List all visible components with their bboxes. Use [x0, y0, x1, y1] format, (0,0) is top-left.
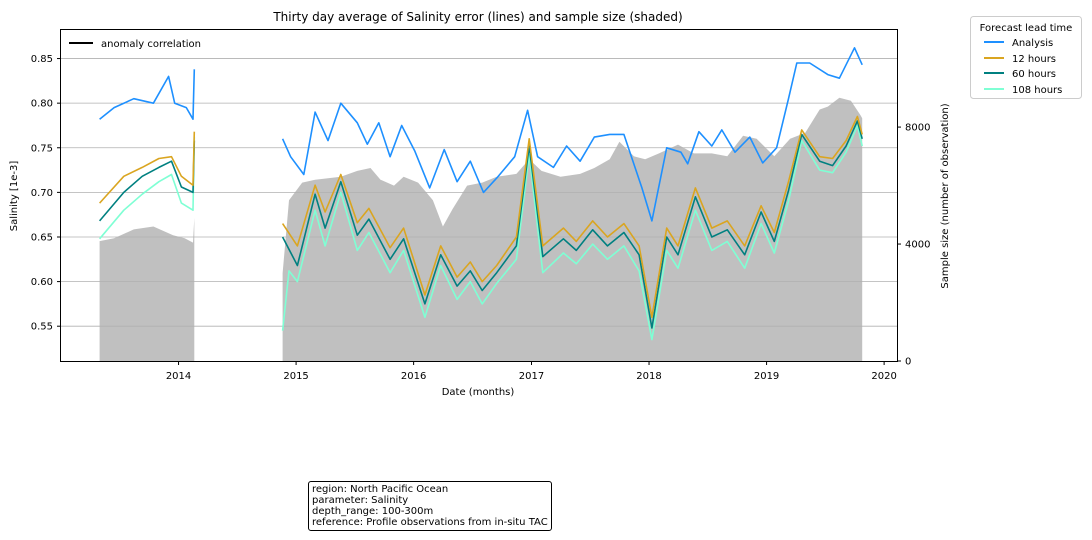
series-line-60-hours-1 [98, 140, 196, 222]
y-tick-label: 0.65 [31, 232, 53, 243]
plot-frame [60, 29, 898, 362]
info-depth-range: depth_range: 100-300m [312, 506, 434, 517]
x-tick-label: 2018 [636, 371, 661, 382]
x-axis-label: Date (months) [442, 387, 515, 398]
legend-anomaly-label: anomaly correlation [101, 39, 201, 50]
series-line-12-hours-1 [99, 131, 196, 204]
y-tick-label: 0.80 [31, 99, 53, 110]
y2-axis-label: Sample size (number of observation) [940, 103, 951, 288]
legend-title: Forecast lead time [980, 23, 1073, 34]
sample-size-area-1 [99, 217, 195, 361]
lead-time-legend: Forecast lead time Analysis 12 hours 60 … [970, 16, 1082, 99]
axes: 2014 2015 2016 2017 2018 2019 2020 0.55 0.60 0.65… [31, 54, 931, 382]
y2-tick-label: 8000 [905, 123, 930, 134]
series-line-60-hours-2 [281, 120, 863, 329]
legend-label-analysis: Analysis [1012, 38, 1053, 49]
x-tick-label: 2016 [401, 371, 426, 382]
legend-label-60h: 60 hours [1012, 69, 1056, 80]
x-tick-label: 2017 [519, 371, 544, 382]
info-parameter: parameter: Salinity [312, 495, 409, 506]
y-tick-label: 0.60 [31, 277, 53, 288]
x-tick-label: 2020 [871, 371, 896, 382]
series-line-analysis-2 [281, 47, 863, 222]
legend-label-12h: 12 hours [1012, 54, 1056, 65]
chart-title: Thirty day average of Salinity error (li… [272, 10, 682, 24]
series-line-analysis-1 [99, 69, 196, 120]
legend-frame [970, 16, 1082, 99]
plot-area [61, 47, 897, 362]
y2-tick-label: 4000 [905, 240, 930, 251]
info-reference: reference: Profile observations from in-… [312, 517, 548, 528]
series-line-108-hours-2 [281, 124, 863, 341]
x-tick-label: 2014 [166, 371, 191, 382]
y-tick-label: 0.55 [31, 322, 53, 333]
info-region: region: North Pacific Ocean [312, 484, 449, 495]
series-line-108-hours-1 [98, 137, 196, 240]
y-tick-label: 0.85 [31, 54, 53, 65]
legend-label-108h: 108 hours [1012, 85, 1062, 96]
x-tick-label: 2019 [754, 371, 779, 382]
y-tick-label: 0.75 [31, 143, 53, 154]
info-box: region: North Pacific Ocean parameter: S… [308, 481, 552, 531]
y2-tick-label: 0 [905, 357, 911, 368]
series-line-12-hours-2 [281, 115, 863, 319]
inner-legend: anomaly correlation [69, 39, 201, 50]
x-tick-label: 2015 [283, 371, 308, 382]
y-axis-label: Salinity [1e-3] [9, 161, 20, 232]
y-tick-label: 0.70 [31, 188, 53, 199]
